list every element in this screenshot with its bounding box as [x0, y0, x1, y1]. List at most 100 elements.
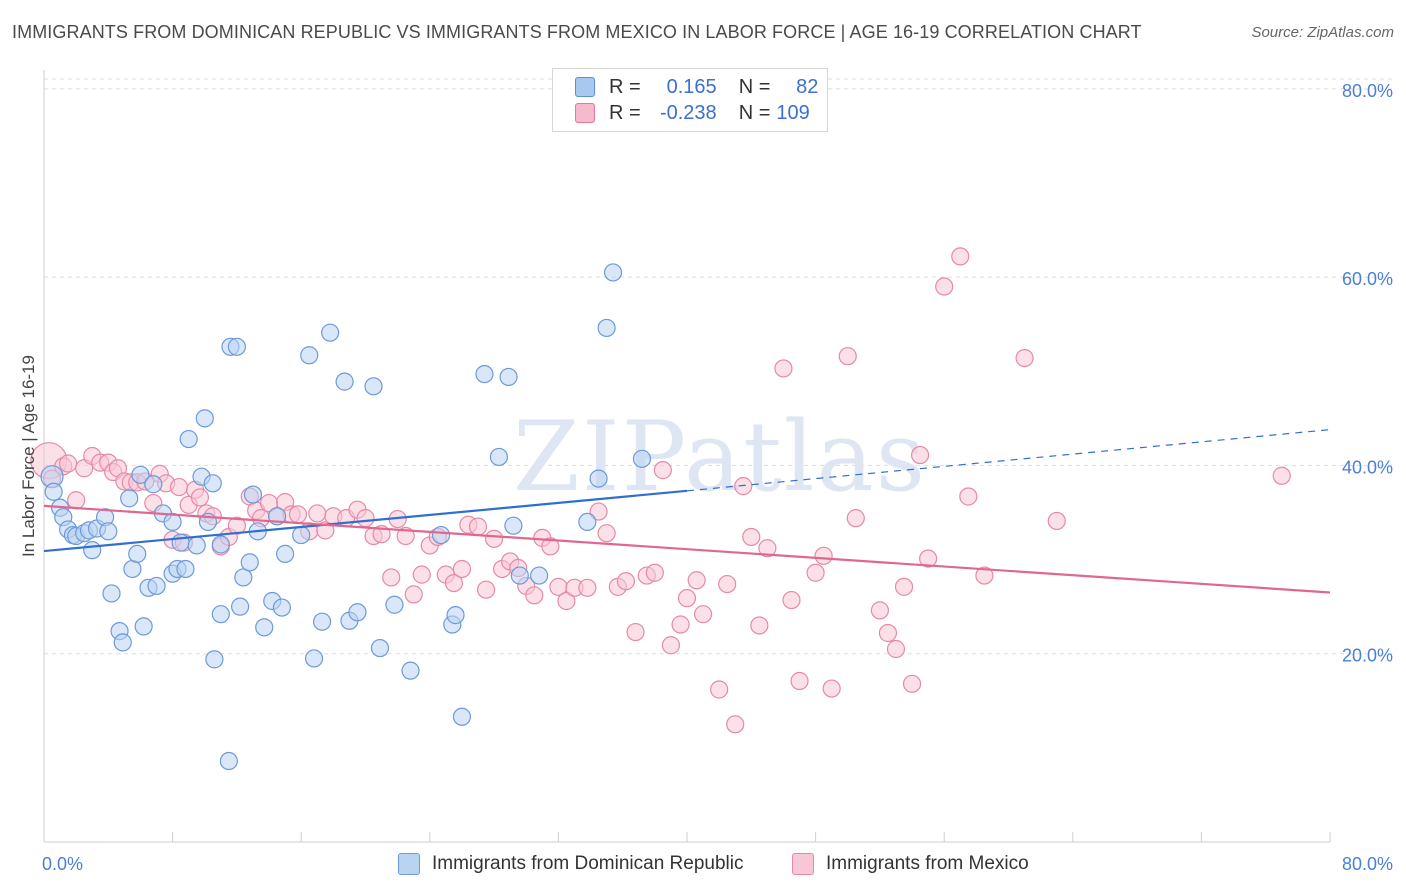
point-dominican: [163, 512, 182, 532]
point-mexico: [59, 454, 78, 473]
point-mexico: [935, 277, 954, 296]
y-tick-labels: 20.0% 40.0% 60.0% 80.0%: [1342, 81, 1393, 666]
point-dominican: [312, 612, 332, 631]
point-dominican: [176, 559, 195, 579]
point-dominican: [370, 638, 390, 658]
point-mexico: [525, 586, 544, 605]
point-mexico: [396, 526, 415, 546]
point-mexico: [750, 616, 769, 635]
legend-n-label: N =: [738, 75, 771, 98]
trend-line-dominican-extension: [686, 429, 1331, 492]
point-dominican: [348, 603, 367, 622]
point-dominican: [304, 649, 324, 668]
point-dominican: [195, 409, 214, 428]
x-axis-ticks: [43, 832, 1331, 842]
point-dominican: [123, 559, 142, 579]
bottom-legend-swatch-dominican: [398, 853, 420, 875]
trend-lines: [43, 429, 1331, 594]
point-dominican: [120, 489, 139, 508]
point-mexico: [288, 505, 308, 524]
point-mexico: [382, 568, 401, 587]
point-mexico: [742, 527, 761, 547]
point-dominican: [99, 522, 118, 541]
point-mexico: [718, 574, 737, 594]
y-tick-label: 60.0%: [1342, 269, 1393, 289]
point-dominican: [499, 367, 518, 387]
point-dominican: [44, 482, 63, 501]
point-mexico: [356, 509, 375, 528]
point-mexico: [597, 524, 616, 543]
point-dominican: [276, 544, 295, 564]
point-mexico: [661, 636, 681, 655]
point-mexico: [1015, 348, 1034, 368]
point-mexico: [910, 445, 930, 465]
point-mexico: [902, 674, 922, 693]
point-mexico: [671, 615, 690, 634]
point-mexico: [846, 509, 865, 528]
bottom-legend-swatch-mexico: [792, 853, 814, 875]
point-mexico: [485, 529, 504, 548]
point-mexico: [557, 591, 576, 611]
trend-line-mexico: [43, 504, 1331, 594]
point-mexico: [687, 571, 706, 590]
point-dominican: [530, 566, 549, 585]
legend-r-label: R =: [609, 75, 641, 98]
point-dominican: [603, 263, 623, 282]
point-dominican: [401, 661, 420, 680]
point-mexico: [412, 565, 431, 584]
point-dominican: [597, 318, 616, 338]
bottom-legend-label-dominican: Immigrants from Dominican Republic: [432, 853, 744, 874]
point-mexico: [734, 477, 753, 496]
point-dominican: [292, 525, 311, 545]
point-dominican: [272, 598, 292, 617]
legend-row-dominican: R = 0.165 N = 82: [575, 75, 818, 99]
point-dominican: [489, 447, 509, 467]
point-mexico: [774, 359, 793, 378]
point-dominican: [144, 475, 163, 494]
x-tick-label-min: 0.0%: [42, 854, 83, 874]
point-dominican: [321, 323, 340, 342]
point-mexico: [919, 549, 938, 568]
point-dominican: [134, 617, 153, 636]
point-mexico: [169, 477, 189, 497]
point-mexico: [838, 347, 857, 366]
legend-n-label: N =: [738, 101, 771, 124]
point-dominican: [147, 576, 166, 596]
point-dominican: [187, 536, 206, 555]
point-dominican: [431, 525, 451, 545]
bottom-legend-mexico: Immigrants from Mexico: [792, 850, 1029, 878]
point-mexico: [578, 578, 597, 597]
y-axis-label: In Labor Force | Age 16-19: [19, 355, 38, 557]
point-dominican: [364, 377, 383, 396]
stats-legend: R = 0.165 N = 82 R = -0.238 N = 109: [552, 68, 828, 132]
point-dominican: [179, 429, 198, 449]
point-mexico: [710, 680, 729, 699]
point-mexico: [616, 572, 636, 591]
point-dominican: [219, 751, 238, 771]
y-tick-label: 20.0%: [1342, 646, 1393, 666]
legend-swatch-mexico: [575, 103, 595, 123]
point-mexico: [822, 679, 841, 698]
point-mexico: [308, 504, 327, 523]
point-mexico: [653, 461, 672, 480]
point-dominican: [203, 474, 222, 493]
point-mexico: [806, 563, 825, 582]
point-dominican: [211, 605, 230, 624]
legend-r-label: R =: [609, 101, 641, 124]
legend-r-value: -0.238: [659, 101, 717, 124]
legend-swatch-dominican: [575, 77, 595, 97]
point-mexico: [67, 491, 86, 510]
point-dominican: [255, 618, 274, 637]
point-mexico: [959, 487, 978, 506]
y-tick-label: 40.0%: [1342, 457, 1393, 477]
point-mexico: [444, 573, 464, 593]
point-dominican: [446, 606, 465, 625]
point-mexico: [870, 601, 890, 620]
point-dominican: [335, 372, 354, 391]
point-mexico: [589, 502, 608, 521]
point-mexico: [1272, 466, 1291, 485]
legend-r-value: 0.165: [666, 75, 717, 98]
point-mexico: [894, 577, 914, 596]
point-mexico: [645, 563, 664, 582]
